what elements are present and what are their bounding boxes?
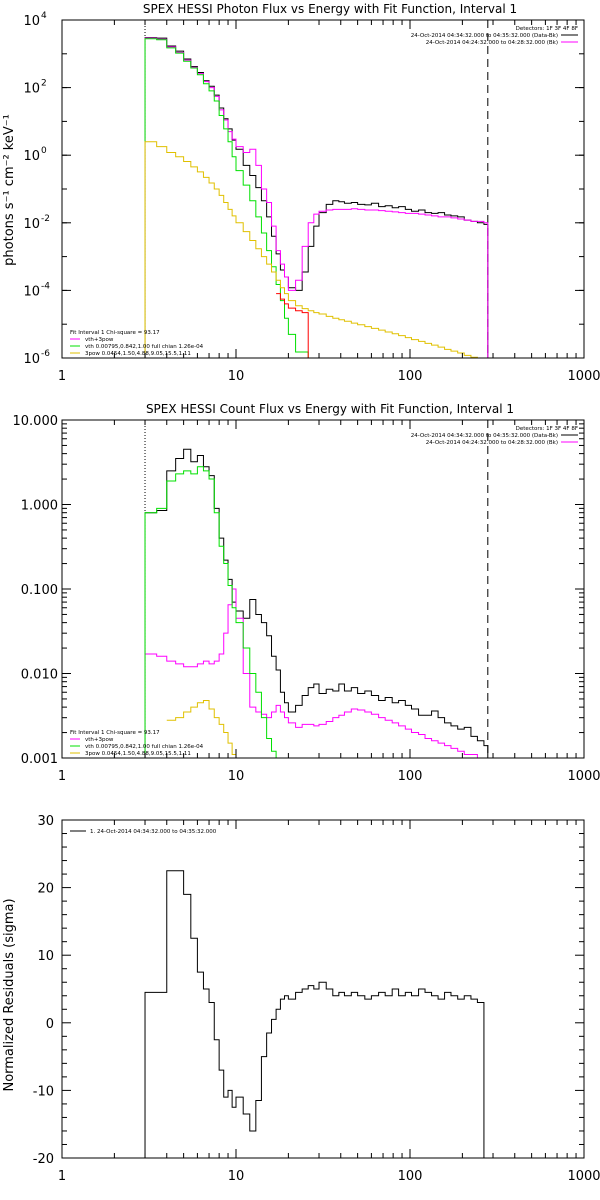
y-tick-exponent: -6 bbox=[41, 349, 50, 359]
y-tick-label: 0.001 bbox=[21, 752, 58, 767]
y-tick-label: 0.010 bbox=[21, 668, 58, 683]
y-tick-label: 0.100 bbox=[21, 583, 58, 598]
y-tick-label: 10 bbox=[23, 352, 40, 367]
photon-flux-fit-legend: Fit Interval 1 Chi-square = 93.17 vth+3p… bbox=[70, 330, 204, 357]
count-flux-x-ticks: 1 10 100 1000 bbox=[58, 420, 600, 784]
count-flux-title: SPEX HESSI Count Flux vs Energy with Fit… bbox=[146, 402, 514, 416]
y-tick-label: 10 bbox=[23, 82, 40, 97]
photon-flux-plot-area bbox=[144, 20, 489, 359]
count-flux-fit-item-3pow: 3pow 0.0454,1.50,4.88,9.05,15.5,1.11 bbox=[85, 751, 191, 757]
count-flux-interval-line-2: 24-Oct-2014 04:24:32.000 to 04:28:32.000… bbox=[426, 440, 558, 446]
residuals-plot-area bbox=[144, 870, 485, 1158]
photon-flux-interval-line-1: 24-Oct-2014 04:34:32.000 to 04:35:32.000… bbox=[411, 33, 558, 39]
x-tick-label: 100 bbox=[398, 1169, 423, 1184]
y-tick-exponent: 2 bbox=[41, 79, 47, 89]
series-1-line bbox=[144, 588, 488, 759]
y-tick-label: 10 bbox=[37, 949, 54, 964]
count-flux-fit-item-vth: vth 0.00795,0.842,1.00 full chian 1.26e-… bbox=[85, 744, 204, 750]
photon-flux-title: SPEX HESSI Photon Flux vs Energy with Fi… bbox=[143, 2, 517, 16]
count-flux-fit-legend: Fit Interval 1 Chi-square = 93.17 vth+3p… bbox=[70, 730, 204, 757]
y-tick-exponent: -4 bbox=[41, 281, 50, 291]
y-tick-label: 10.000 bbox=[13, 414, 59, 429]
count-flux-interval-line-1: 24-Oct-2014 04:34:32.000 to 04:35:32.000… bbox=[411, 433, 558, 439]
y-tick-exponent: -2 bbox=[41, 214, 50, 224]
photon-flux-x-ticks: 1 10 100 1000 bbox=[58, 20, 600, 384]
count-flux-detectors: Detectors: 1F 3F 4F 8F bbox=[516, 426, 578, 432]
y-tick-label: 0 bbox=[46, 1017, 54, 1032]
count-flux-y-ticks: 0.001 0.010 0.100 1.000 10.000 bbox=[13, 414, 584, 767]
x-tick-label: 1 bbox=[58, 769, 66, 784]
photon-flux-frame bbox=[61, 19, 585, 359]
y-tick-label: 10 bbox=[23, 217, 40, 232]
y-tick-label: 10 bbox=[23, 284, 40, 299]
y-tick-exponent: 0 bbox=[41, 146, 47, 156]
x-tick-label: 1 bbox=[58, 1169, 66, 1184]
count-flux-plot-area bbox=[144, 420, 489, 759]
residuals-x-ticks: 1 10 100 1000 bbox=[58, 820, 600, 1184]
series-2-line bbox=[144, 466, 281, 759]
series-3-line bbox=[276, 293, 309, 358]
y-tick-label: 1.000 bbox=[21, 499, 58, 514]
y-tick-label: -20 bbox=[33, 1152, 54, 1167]
x-tick-label: 1000 bbox=[567, 1169, 600, 1184]
photon-flux-detectors: Detectors: 1F 3F 4F 8F bbox=[516, 26, 578, 32]
residuals-y-ticks: -20 -10 0 10 20 30 bbox=[33, 814, 584, 1167]
x-tick-label: 1000 bbox=[567, 769, 600, 784]
count-flux-fit-title: Fit Interval 1 Chi-square = 93.17 bbox=[70, 730, 160, 736]
series-3-line bbox=[166, 699, 244, 759]
y-tick-label: 30 bbox=[37, 814, 54, 829]
photon-flux-ylabel: photons s⁻¹ cm⁻² keV⁻¹ bbox=[2, 114, 17, 266]
series-0-line bbox=[144, 37, 489, 358]
x-tick-label: 1000 bbox=[567, 369, 600, 384]
x-tick-label: 10 bbox=[228, 769, 245, 784]
x-tick-label: 1 bbox=[58, 369, 66, 384]
x-tick-label: 100 bbox=[398, 369, 423, 384]
series-1-line bbox=[144, 37, 489, 358]
series-0-line bbox=[144, 870, 485, 1158]
photon-flux-fit-item-total: vth+3pow bbox=[85, 337, 114, 343]
photon-flux-fit-item-3pow: 3pow 0.0454,1.50,4.88,9.05,15.5,1.11 bbox=[85, 351, 191, 357]
residuals-frame bbox=[61, 819, 585, 1159]
photon-flux-interval-line-2: 24-Oct-2014 04:24:32.000 to 04:28:32.000… bbox=[426, 40, 558, 46]
series-2-line bbox=[144, 38, 309, 358]
y-tick-label: 10 bbox=[23, 149, 40, 164]
photon-flux-fit-title: Fit Interval 1 Chi-square = 93.17 bbox=[70, 330, 160, 336]
residuals-ylabel: Normalized Residuals (sigma) bbox=[2, 898, 17, 1091]
y-tick-label: 10 bbox=[23, 14, 40, 29]
photon-flux-fit-item-vth: vth 0.00795,0.842,1.00 full chian 1.26e-… bbox=[85, 344, 204, 350]
x-tick-label: 10 bbox=[228, 1169, 245, 1184]
series-0-line bbox=[144, 448, 489, 758]
x-tick-label: 10 bbox=[228, 369, 245, 384]
y-tick-label: 20 bbox=[37, 882, 54, 897]
y-tick-exponent: 4 bbox=[41, 11, 47, 21]
y-tick-label: -10 bbox=[33, 1084, 54, 1099]
count-flux-fit-item-total: vth+3pow bbox=[85, 737, 114, 743]
count-flux-frame bbox=[61, 419, 585, 759]
photon-flux-panel: SPEX HESSI Photon Flux vs Energy with Fi… bbox=[2, 2, 600, 384]
residuals-panel: Normalized Residuals (sigma) 1 10 100 1000 … bbox=[2, 814, 600, 1184]
residuals-legend-label: 1. 24-Oct-2014 04:34:32.000 to 04:35:32.… bbox=[90, 829, 217, 835]
x-tick-label: 100 bbox=[398, 769, 423, 784]
count-flux-panel: SPEX HESSI Count Flux vs Energy with Fit… bbox=[13, 402, 600, 784]
series-4-line bbox=[144, 141, 488, 359]
